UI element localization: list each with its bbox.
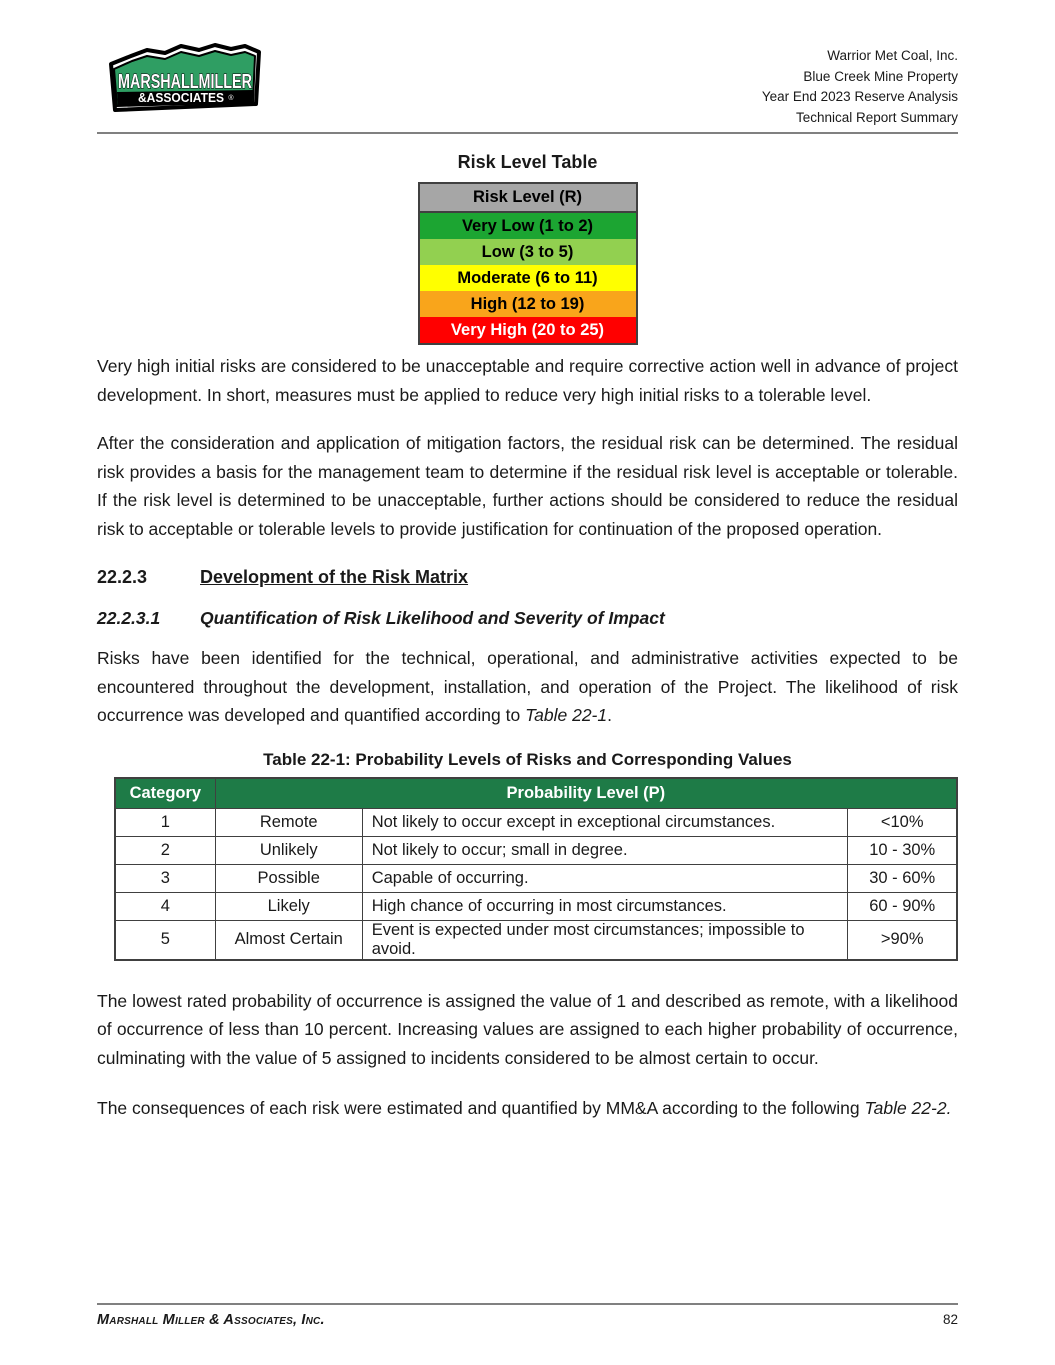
risk-level-table: Risk Level (R) Very Low (1 to 2) Low (3 … (417, 182, 638, 345)
paragraph-risks-main: Risks have been identified for the techn… (97, 648, 958, 725)
paragraph-risks-suffix: . (607, 705, 612, 725)
cell-description: Not likely to occur except in exceptiona… (361, 807, 849, 837)
paragraph-very-high-risks: Very high initial risks are considered t… (97, 356, 958, 405)
logo-graphic: MARSHALLMILLER &ASSOCIATES ® (109, 43, 261, 112)
logo-registered-mark: ® (228, 94, 234, 102)
section-number: 22.2.3 (97, 567, 148, 587)
cell-description: Not likely to occur; small in degree. (361, 835, 849, 865)
header-property: Blue Creek Mine Property (803, 68, 958, 84)
risk-row-very-low: Very Low (1 to 2) (419, 213, 636, 239)
cell-level-name: Remote (214, 807, 363, 837)
logo-text-marshall-miller: MARSHALLMILLER (118, 71, 252, 93)
page-content: Risk Level Table Risk Level (R) Very Low… (97, 148, 958, 1123)
table-22-1-caption: Table 22-1: Probability Levels of Risks … (263, 749, 792, 769)
cell-category: 3 (114, 863, 216, 893)
probability-table-header-row: Category Probability Level (P) (114, 777, 958, 809)
table-row: 5 Almost Certain Event is expected under… (114, 919, 958, 960)
cell-description: Capable of occurring. (361, 863, 849, 893)
cell-category: 2 (114, 835, 216, 865)
risk-level-table-title: Risk Level Table (457, 152, 598, 172)
report-header-block: Warrior Met Coal, Inc. Blue Creek Mine P… (762, 46, 958, 128)
cell-level-name: Likely (214, 891, 363, 921)
cell-category: 4 (114, 891, 216, 921)
table-row: 1 Remote Not likely to occur except in e… (114, 807, 958, 837)
cell-range: >90% (847, 919, 958, 960)
section-title: Development of the Risk Matrix (200, 567, 469, 587)
paragraph-consequences: The consequences of each risk were estim… (97, 1094, 958, 1123)
cell-range: 10 - 30% (847, 835, 958, 865)
risk-row-high: High (12 to 19) (419, 291, 636, 317)
cell-level-name: Unlikely (214, 835, 363, 865)
logo-text-associates: &ASSOCIATES (138, 91, 224, 105)
paragraph-risks-identified: Risks have been identified for the techn… (97, 644, 958, 730)
risk-level-header: Risk Level (R) (419, 184, 636, 213)
table-22-2-reference: Table 22-2. (864, 1098, 952, 1118)
section-heading-22-2-3: 22.2.3 Development of the Risk Matrix (97, 567, 958, 588)
subsection-title: Quantification of Risk Likelihood and Se… (200, 608, 665, 628)
footer-divider (97, 1303, 958, 1305)
header-doc-type: Technical Report Summary (795, 109, 958, 125)
header-category: Category (114, 777, 216, 809)
subsection-number: 22.2.3.1 (97, 608, 161, 628)
header-probability-level: Probability Level (P) (214, 777, 958, 809)
risk-row-moderate: Moderate (6 to 11) (419, 265, 636, 291)
paragraph-lowest-rated: The lowest rated probability of occurren… (97, 990, 958, 1068)
risk-row-very-high: Very High (20 to 25) (419, 317, 636, 343)
header-analysis: Year End 2023 Reserve Analysis (761, 89, 958, 104)
page-number: 82 (942, 1312, 958, 1327)
paragraph-residual-risk: After the consideration and application … (97, 433, 958, 539)
risk-row-low: Low (3 to 5) (419, 239, 636, 265)
cell-level-name: Possible (214, 863, 363, 893)
table-row: 2 Unlikely Not likely to occur; small in… (114, 835, 958, 865)
table-row: 3 Possible Capable of occurring. 30 - 60… (114, 863, 958, 893)
probability-table: Category Probability Level (P) 1 Remote … (114, 776, 958, 961)
cell-description: Event is expected under most circumstanc… (361, 919, 849, 960)
marshall-miller-logo: MARSHALLMILLER &ASSOCIATES ® (103, 40, 267, 118)
section-heading-22-2-3-1: 22.2.3.1 Quantification of Risk Likeliho… (97, 608, 958, 629)
footer-company-name: Marshall Miller & Associates, Inc. (97, 1312, 325, 1328)
cell-description: High chance of occurring in most circums… (361, 891, 849, 921)
table-22-1-reference: Table 22-1 (525, 705, 608, 725)
table-row: 4 Likely High chance of occurring in mos… (114, 891, 958, 921)
header-company: Warrior Met Coal, Inc. (827, 48, 958, 63)
cell-level-name: Almost Certain (214, 919, 363, 960)
paragraph-consequences-main: The consequences of each risk were estim… (97, 1098, 865, 1118)
cell-range: 30 - 60% (847, 863, 958, 893)
cell-range: 60 - 90% (847, 891, 958, 921)
header-divider (97, 132, 958, 134)
cell-category: 1 (114, 807, 216, 837)
cell-range: <10% (847, 807, 958, 837)
cell-category: 5 (114, 919, 216, 960)
